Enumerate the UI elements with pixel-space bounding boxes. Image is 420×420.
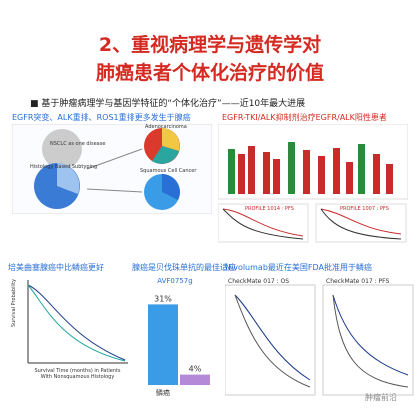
value-label: 4% — [189, 365, 202, 374]
value-label: 31% — [154, 294, 172, 303]
bar — [148, 304, 178, 385]
caption: EGFR-TKI/ALK抑制剂治疗EGFR/ALK阳性患者 — [222, 113, 387, 122]
km-figure — [27, 280, 128, 364]
caption: Nivolumab最近在美国FDA批准用于鳞癌 — [225, 263, 372, 272]
caption: EGFR突变、ALK重排、ROS1重排更多发生于腺癌 — [12, 113, 191, 122]
watermark: 肿瘤前沿 — [365, 393, 397, 402]
bullet: ■ 基于肿瘤病理学与基因学特征的“个体化治疗”——近10年最大进展 — [30, 99, 306, 109]
title-line: 肺癌患者个体化治疗的价值 — [95, 62, 324, 84]
x-tick-label: 鳞癌 — [156, 388, 170, 397]
label: Histology Based Subtyping — [30, 164, 98, 170]
chart-title: AVF0757g — [157, 277, 192, 285]
bar-chart: AVF0757g 31% 鳞癌 4% — [148, 277, 210, 397]
title-line: 2、重视病理学与遗传学对 — [98, 34, 322, 56]
label: NSCLC as one disease — [50, 141, 106, 147]
label: PROFILE 1007 : PFS — [340, 206, 389, 212]
bullet-text: 基于肿瘤病理学与基因学特征的“个体化治疗”——近10年最大进展 — [41, 99, 306, 109]
label: PROFILE 1014 : PFS — [245, 206, 294, 212]
pie-figure — [12, 124, 212, 214]
label: Adenocarcinoma — [145, 124, 187, 130]
bar — [180, 374, 210, 385]
label: Squamous Cell Cancer — [140, 168, 197, 174]
bar-figure — [218, 124, 408, 243]
label: CheckMate 017 : OS — [228, 278, 290, 285]
axis-label: Survival Probability — [11, 278, 18, 328]
km-figure — [225, 284, 414, 396]
axis-label: Survival Time (months) in Patients With … — [34, 368, 121, 380]
caption: 腺癌是贝伐珠单抗的最佳适应 — [132, 263, 236, 272]
label: CheckMate 017 : PFS — [326, 278, 390, 285]
caption: 培美曲塞腺癌中比鳞癌更好 — [8, 263, 104, 272]
